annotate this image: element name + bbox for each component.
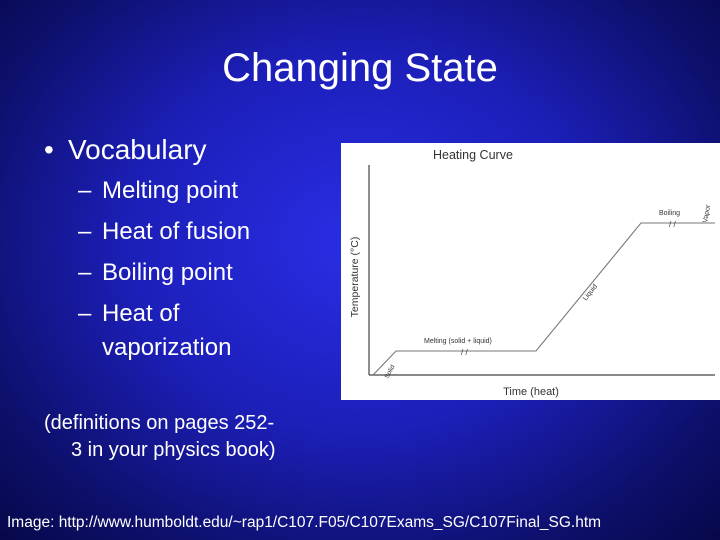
heating-curve-chart: Heating Curve Temperature (°C) Time (hea…: [341, 143, 720, 400]
y-axis-label: Temperature (°C): [349, 237, 361, 318]
sub-item-heat-of-fusion: – Heat of fusion: [78, 217, 250, 247]
sub-item-text: Heat of: [102, 300, 180, 327]
segment-label-solid: Solid: [384, 364, 397, 380]
sub-item-heat-of-vaporization: – Heat of: [78, 299, 179, 329]
image-credit: Image: http://www.humboldt.edu/~rap1/C10…: [7, 514, 602, 531]
slide-title: Changing State: [222, 46, 498, 90]
break-mark-melting: / /: [461, 348, 468, 357]
break-mark-boiling: / /: [669, 220, 676, 229]
sub-item-text: Heat of fusion: [102, 218, 251, 245]
definitions-note: (definitions on pages 252- 3 in your phy…: [44, 410, 344, 464]
dash-marker: –: [78, 218, 92, 245]
x-axis-label: Time (heat): [503, 386, 559, 398]
sub-item-continuation: vaporization: [102, 334, 232, 361]
segment-label-liquid: Liquid: [582, 283, 599, 302]
segment-label-boiling: Boiling: [659, 210, 680, 217]
sub-item-text: Boiling point: [102, 259, 233, 286]
segment-label-vapor: Vapor: [702, 204, 712, 224]
sub-item-melting-point: – Melting point: [78, 176, 238, 206]
bullet-text: Vocabulary: [68, 134, 207, 165]
dash-marker: –: [78, 177, 92, 204]
bullet-marker: •: [44, 134, 54, 165]
heating-curve-line: [372, 222, 715, 376]
bullet-vocabulary: • Vocabulary: [44, 133, 207, 167]
definitions-line-2: 3 in your physics book): [71, 439, 276, 461]
segment-label-melting: Melting (solid + liquid): [424, 338, 492, 345]
sub-item-boiling-point: – Boiling point: [78, 258, 233, 288]
dash-marker: –: [78, 300, 92, 327]
sub-item-text: Melting point: [102, 177, 239, 204]
definitions-line-1: (definitions on pages 252-: [44, 412, 275, 434]
dash-marker: –: [78, 259, 92, 286]
chart-title: Heating Curve: [433, 148, 513, 162]
